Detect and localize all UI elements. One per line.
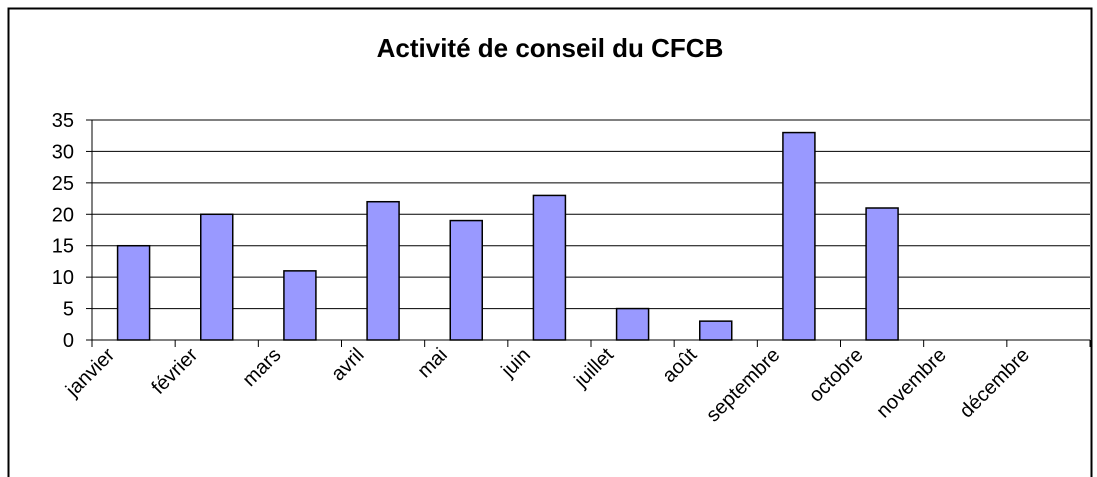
x-tick-label: décembre [956, 344, 1034, 422]
bar [200, 213, 234, 341]
y-tick-label: 10 [52, 267, 74, 289]
y-tick-label: 0 [63, 330, 74, 352]
bar [283, 270, 317, 341]
bar [615, 307, 650, 341]
chart-frame [7, 7, 1093, 477]
x-tick-label: mai [413, 344, 451, 382]
x-tick-label: avril [327, 344, 368, 385]
x-tick-label: janvier [61, 344, 119, 402]
y-tick-label: 20 [52, 204, 74, 226]
y-tick-label: 35 [52, 110, 74, 132]
bar [532, 194, 567, 341]
x-tick-label: février [147, 344, 202, 399]
chart-title: Activité de conseil du CFCB [377, 33, 724, 63]
x-tick-label: novembre [872, 344, 950, 422]
y-tick-label: 30 [52, 141, 74, 163]
bar [449, 219, 483, 341]
bar [116, 244, 151, 341]
x-tick-label: mars [238, 344, 285, 391]
bar [366, 200, 400, 341]
y-tick-label: 5 [63, 299, 74, 321]
x-tick-label: octobre [805, 344, 868, 407]
bar [699, 320, 733, 341]
x-tick-label: juin [497, 344, 535, 382]
y-tick-label: 25 [52, 173, 74, 195]
x-tick-label: juillet [570, 344, 619, 393]
x-tick-label: septembre [702, 344, 784, 426]
bar [782, 131, 816, 341]
x-tick-label: août [658, 344, 701, 387]
bar [865, 207, 899, 341]
y-tick-label: 15 [52, 236, 74, 258]
